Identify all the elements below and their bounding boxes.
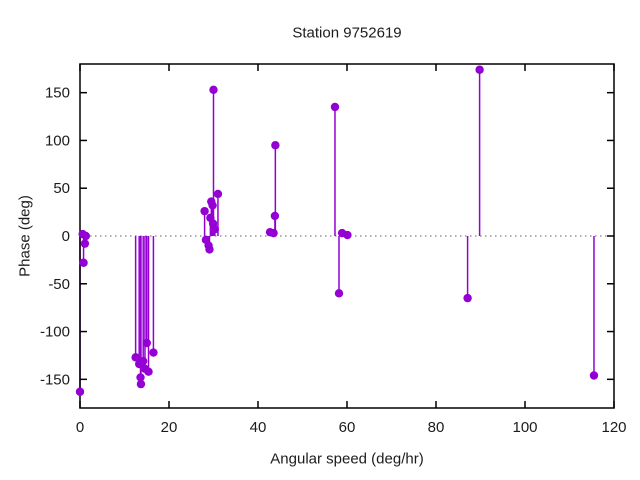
y-tick-label: 0: [62, 228, 70, 245]
data-point: [463, 293, 472, 303]
x-tick-label: 120: [601, 419, 626, 436]
data-point: [200, 206, 209, 216]
data-point: [589, 371, 599, 380]
y-tick-label: -100: [40, 324, 70, 341]
x-tick-label: 60: [339, 419, 356, 436]
data-point: [271, 141, 280, 150]
y-axis-label: Phase (deg): [16, 195, 34, 277]
data-point: [269, 228, 278, 238]
data-point: [343, 230, 352, 240]
data-point: [136, 379, 146, 389]
data-point: [475, 65, 484, 74]
data-point: [80, 239, 90, 248]
data-point: [75, 387, 85, 396]
x-tick-label: 0: [76, 419, 84, 436]
x-tick-label: 100: [512, 419, 537, 436]
data-point: [205, 245, 214, 254]
data-point: [136, 373, 145, 382]
chart-title: Station 9752619: [292, 24, 402, 42]
data-point: [142, 338, 151, 348]
data-point: [270, 211, 280, 221]
data-point: [149, 348, 158, 357]
data-point: [79, 258, 88, 267]
data-point: [213, 189, 223, 199]
y-tick-label: 150: [45, 85, 70, 102]
data-point: [81, 231, 90, 241]
data-point: [144, 367, 153, 376]
data-point: [330, 102, 340, 112]
data-point: [208, 201, 217, 210]
data-point: [210, 225, 220, 234]
x-tick-label: 80: [428, 419, 445, 436]
y-tick-label: -50: [48, 276, 70, 293]
y-tick-label: 50: [53, 180, 70, 197]
data-point: [334, 289, 344, 298]
data-point: [138, 356, 148, 366]
x-tick-label: 40: [250, 419, 267, 436]
x-tick-label: 20: [161, 419, 178, 436]
y-tick-label: 100: [45, 132, 70, 149]
data-point: [209, 85, 218, 95]
y-tick-label: -150: [40, 371, 70, 388]
data-point: [131, 353, 140, 362]
x-axis-label: Angular speed (deg/hr): [270, 450, 424, 468]
